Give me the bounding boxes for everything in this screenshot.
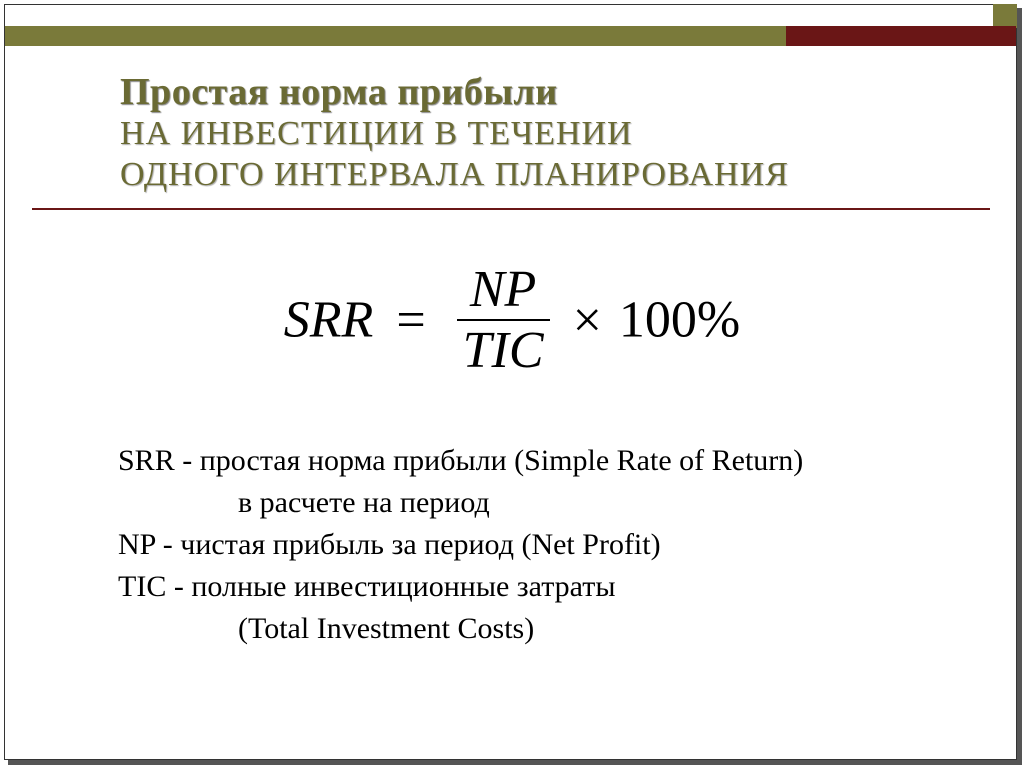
- title-main: Простая норма прибыли: [120, 70, 934, 114]
- formula-lhs: SRR: [284, 292, 374, 349]
- bar-olive-segment: [5, 26, 786, 46]
- title-sub-line2: одного интервала планирования: [120, 155, 934, 196]
- bar-maroon-segment: [786, 26, 1016, 46]
- title-sub-line1: на инвестиции в течении: [120, 114, 934, 155]
- def-np: NP - чистая прибыль за период (Net Profi…: [118, 524, 964, 566]
- def-srr: SRR - простая норма прибыли (Simple Rate…: [118, 440, 964, 482]
- corner-square-accent: [993, 4, 1017, 28]
- frame-shadow-right: [1017, 8, 1022, 765]
- def-tic-cont: (Total Investment Costs): [118, 608, 964, 650]
- def-srr-label: SRR: [118, 444, 175, 477]
- top-accent-bar: [5, 26, 1016, 46]
- fraction: NP TIC: [457, 260, 550, 380]
- def-srr-cont: в расчете на период: [118, 482, 964, 524]
- denominator: TIC: [457, 319, 550, 380]
- formula: SRR = NP TIC × 100%: [0, 260, 1024, 380]
- def-srr-text: - простая норма прибыли (Simple Rate of …: [182, 444, 803, 477]
- definitions-block: SRR - простая норма прибыли (Simple Rate…: [118, 440, 964, 650]
- def-tic-label: TIC: [118, 570, 166, 603]
- def-tic-text: - полные инвестиционные затраты: [174, 570, 616, 603]
- def-tic: TIC - полные инвестиционные затраты: [118, 566, 964, 608]
- def-np-text: - чистая прибыль за период (Net Profit): [163, 528, 661, 561]
- def-np-label: NP: [118, 528, 155, 561]
- times-sign: ×: [573, 292, 602, 349]
- formula-tail: 100%: [619, 292, 740, 349]
- title-underline: [32, 208, 990, 210]
- frame-shadow-bottom: [8, 760, 1022, 765]
- title-block: Простая норма прибыли на инвестиции в те…: [120, 70, 934, 196]
- equals-sign: =: [396, 292, 425, 349]
- numerator: NP: [457, 260, 550, 319]
